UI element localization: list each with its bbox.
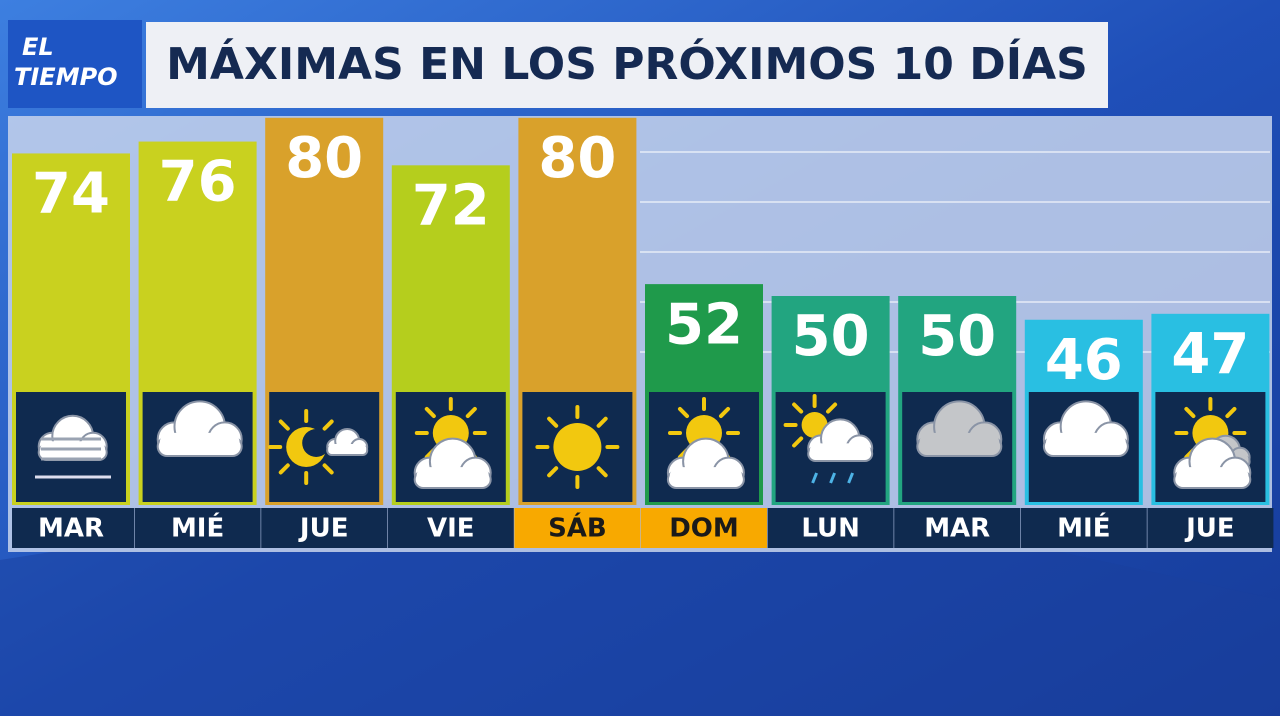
sun [801,412,828,438]
value-label: 46 [1045,328,1123,393]
day-label-bg [387,508,514,548]
day-label-bg [767,508,894,548]
day-label-bg [1020,508,1147,548]
value-label: 76 [159,150,237,215]
sun [553,423,602,471]
value-label: 47 [1171,322,1249,387]
sun-ray [826,402,838,414]
day-label-bg [134,508,261,548]
rain [847,472,854,484]
x-tick-label: VIE [427,514,475,544]
value-label: 72 [412,173,490,238]
weather-icon [1042,400,1129,458]
x-tick-label: JUE [1184,514,1235,544]
day-label-bg [641,508,767,548]
cloud-fill [919,432,1000,454]
weather-icon [1173,397,1252,489]
sun-ray [278,463,290,475]
x-tick-label: DOM [669,514,739,544]
sun-ray [547,466,559,478]
weather-icon [783,394,874,484]
sun-ray [278,419,290,431]
sun-ray [596,466,608,478]
weather-icon [268,409,369,485]
sun-ray [424,406,436,419]
moon-cut [302,429,331,457]
x-tick-label: SÁB [548,512,607,544]
cloud-fill [1046,432,1126,454]
weather-icon [535,405,620,489]
weather-icon [35,414,111,479]
sun-ray [718,406,731,419]
sun-ray [322,419,334,431]
cloud-fill [328,444,367,454]
logo-box [8,20,142,108]
bars: 74 MAR 76 MIÉ 80 JUE 72 VIE 80 SÁB 52 DOM 50 LUN 50 MAR… [12,117,1274,548]
weather-icon [916,400,1003,458]
sun-ray [1225,406,1237,419]
sun-ray [792,436,804,448]
rain [829,472,836,484]
value-label: 52 [665,292,743,357]
day-label-bg [514,508,641,548]
rain [811,472,818,484]
value-label: 74 [32,162,110,227]
cloud-fill [669,467,742,487]
sun-ray [792,402,804,414]
day-label-bg [12,508,134,548]
weather-icon [666,397,745,489]
value-label: 50 [918,304,996,369]
x-tick-label: MIÉ [1057,512,1110,544]
cloud-fill [1176,467,1249,487]
value-label: 80 [538,126,616,191]
sun-ray [465,406,477,419]
weather-icon [413,397,492,489]
value-label: 50 [792,304,870,369]
sun-ray [1184,406,1196,419]
sun-ray [596,416,608,428]
cloud-fill [159,432,240,454]
logo-text: EL [22,33,54,61]
x-tick-label: MIÉ [171,512,224,544]
sun-ray [547,416,559,428]
x-tick-label: LUN [801,514,860,544]
sun-ray [322,463,334,475]
x-tick-label: JUE [298,514,349,544]
day-label-bg [1147,508,1274,548]
cloud-fill [416,467,489,487]
x-tick-label: MAR [924,514,990,544]
cloud-fill [809,443,871,460]
value-label: 80 [285,126,363,191]
logo-text: TIEMPO [14,63,118,91]
title-box [146,22,1108,108]
x-tick-label: MAR [38,514,104,544]
weather-icon [156,400,243,458]
chart-title: MÁXIMAS EN LOS PRÓXIMOS 10 DÍAS [166,37,1088,90]
day-label-bg [261,508,388,548]
sun-ray [677,406,690,419]
day-label-bg [894,508,1021,548]
